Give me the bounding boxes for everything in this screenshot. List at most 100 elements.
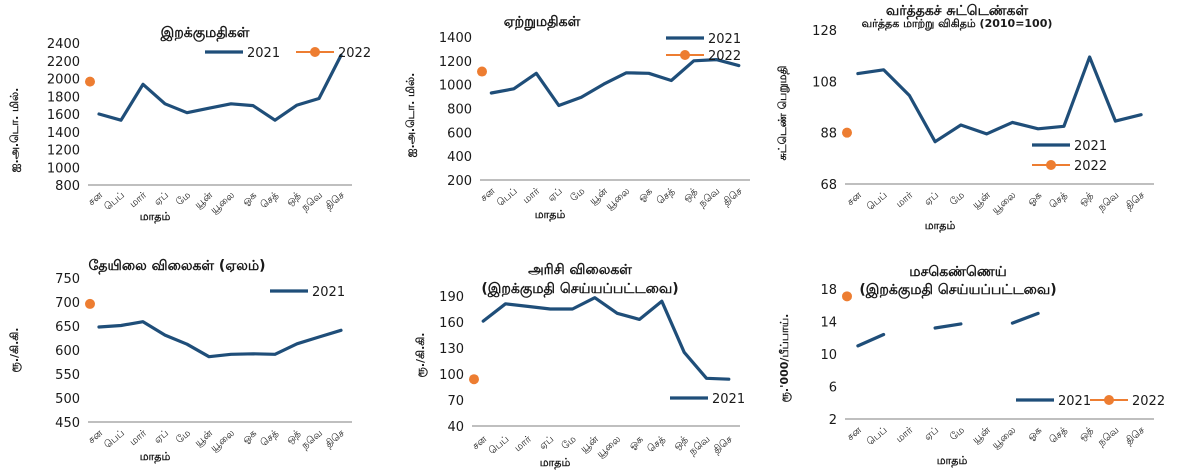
- x-tick-label: ஓக: [636, 186, 654, 204]
- y-axis-title: ரூ.'000/பீப்பாய்.: [778, 314, 792, 403]
- y-tick-label: 500: [55, 392, 80, 407]
- x-tick-label: யூலை: [990, 190, 1018, 216]
- y-tick-label: 200: [447, 174, 472, 189]
- chart-title: அரிசி விலைகள்: [528, 262, 632, 278]
- series-line-2021: [97, 320, 343, 359]
- x-tick-label: பெப்: [102, 428, 126, 451]
- chart-subtitle: (இறக்குமதி செய்யப்பட்டவை): [481, 281, 678, 298]
- x-tick-label: ஏப்: [922, 190, 941, 208]
- x-tick-label: நவெ: [1096, 190, 1121, 214]
- y-axis-title: சுட்டெண் பெறுமதி: [776, 66, 790, 161]
- chart-title: இறக்குமதிகள்: [160, 25, 250, 42]
- x-tick-label: ஏப்: [537, 434, 556, 452]
- x-tick-label: சன: [845, 425, 864, 443]
- legend-marker-2022: [1104, 395, 1114, 405]
- x-tick-label: ஓக: [1026, 190, 1044, 208]
- y-tick-label: 2400: [47, 37, 80, 52]
- x-tick-label: மே: [948, 190, 967, 208]
- x-tick-label: பெப்: [102, 190, 126, 213]
- x-tick-label: செத்: [259, 428, 282, 449]
- x-tick-label: யூலை: [209, 428, 237, 454]
- y-tick-label: 800: [447, 103, 472, 118]
- y-tick-label: 40: [447, 420, 464, 435]
- chart-panel-1: ஏற்றுமதிகள் 200 400 600 800 1000 1200 1400 சனபெப…: [404, 14, 750, 222]
- x-tick-label: செத்: [1048, 425, 1071, 446]
- y-tick-label: 450: [55, 416, 80, 431]
- y-tick-label: 1200: [439, 55, 472, 70]
- x-tick-label: சன: [845, 190, 864, 208]
- y-tick-label: 1600: [47, 108, 80, 123]
- x-axis-title: மாதம்: [937, 454, 968, 468]
- x-axis-title: மாதம்: [535, 208, 566, 222]
- y-tick-label: 1200: [47, 144, 80, 159]
- y-tick-label: 550: [55, 368, 80, 383]
- y-tick-label: 6: [829, 381, 837, 396]
- x-tick-label: திசெ: [323, 428, 347, 451]
- x-axis-title: மாதம்: [925, 219, 956, 233]
- y-tick-label: 88: [820, 127, 837, 142]
- x-tick-label: யூலை: [990, 425, 1018, 451]
- x-tick-label: மே: [174, 428, 193, 446]
- legend-marker-2022: [1046, 160, 1056, 170]
- x-tick-label: நவெ: [300, 428, 325, 452]
- x-tick-label: மார்: [128, 427, 150, 448]
- y-tick-label: 650: [55, 320, 80, 335]
- y-tick-label: 190: [439, 290, 464, 305]
- y-tick-label: 2: [829, 413, 837, 428]
- x-tick-label: ஏப்: [922, 425, 941, 443]
- x-tick-label: யூலை: [595, 434, 623, 460]
- x-tick-label: ஓக: [1026, 425, 1044, 443]
- chart-panel-2: வர்த்தகச் சுட்டெண்கள்வர்த்தக மாற்று விகி…: [776, 3, 1154, 233]
- x-tick-label: நவெ: [1096, 425, 1121, 449]
- x-tick-label: திசெ: [1124, 190, 1148, 213]
- x-tick-label: யூலை: [604, 186, 632, 212]
- legend-label: 2021: [312, 285, 345, 300]
- y-tick-label: 70: [447, 394, 464, 409]
- legend-marker-2022: [680, 50, 690, 60]
- x-tick-label: பெப்: [865, 190, 889, 213]
- legend-label: 2022: [1074, 159, 1107, 174]
- point-2022: [842, 127, 852, 138]
- y-tick-label: 14: [820, 316, 837, 331]
- y-tick-label: 1000: [439, 79, 472, 94]
- legend-label: 2021: [247, 46, 280, 61]
- legend-label: 2021: [1074, 139, 1107, 154]
- x-tick-label: மார்: [894, 189, 916, 210]
- series-line-2021: [856, 332, 886, 348]
- y-tick-label: 600: [447, 126, 472, 141]
- x-axis-title: மாதம்: [540, 456, 571, 470]
- y-axis-title: ஐ.அ.டொ. மில்.: [404, 73, 417, 158]
- x-tick-label: ஓக: [241, 428, 259, 446]
- x-tick-label: ஒத்: [1077, 190, 1096, 208]
- chart-panel-4: அரிசி விலைகள் (இறக்குமதி செய்யப்பட்டவை) 40…: [414, 262, 745, 470]
- y-tick-label: 800: [55, 179, 80, 194]
- y-tick-label: 400: [447, 150, 472, 165]
- legend-label: 2022: [708, 49, 741, 64]
- legend-label: 2021: [1058, 394, 1091, 409]
- x-tick-label: செத்: [645, 434, 668, 455]
- y-tick-label: 100: [439, 368, 464, 383]
- y-tick-label: 108: [812, 75, 837, 90]
- x-tick-label: திசெ: [711, 434, 735, 457]
- y-axis-title: ரூ./கி.கி.: [8, 328, 22, 373]
- point-2022: [477, 66, 487, 77]
- chart-panel-5: மசகெண்ணெய் (இறக்குமதி செய்யப்பட்டவை) 2 6 10 1…: [778, 264, 1165, 468]
- x-tick-label: செத்: [655, 186, 678, 207]
- point-2022: [85, 298, 95, 309]
- x-tick-label: திசெ: [1124, 425, 1148, 448]
- chart-title: தேயிலை விலைகள் (ஏலம்): [88, 258, 265, 275]
- x-axis-title: மாதம்: [140, 210, 171, 224]
- y-tick-label: 1000: [47, 161, 80, 176]
- x-tick-label: மே: [948, 425, 967, 443]
- legend-label: 2022: [338, 46, 371, 61]
- y-tick-label: 2000: [47, 73, 80, 88]
- y-axis-title: ஐ.அ.டொ. மில்.: [8, 88, 21, 173]
- series-line-2021: [481, 296, 731, 381]
- x-tick-label: யூலை: [209, 190, 237, 216]
- series-line-2021: [1010, 311, 1040, 325]
- chart-subtitle: வர்த்தக மாற்று விகிதம் (2010=100): [862, 17, 1053, 31]
- point-2022: [469, 374, 479, 385]
- y-tick-label: 700: [55, 296, 80, 311]
- chart-title: ஏற்றுமதிகள்: [504, 14, 581, 31]
